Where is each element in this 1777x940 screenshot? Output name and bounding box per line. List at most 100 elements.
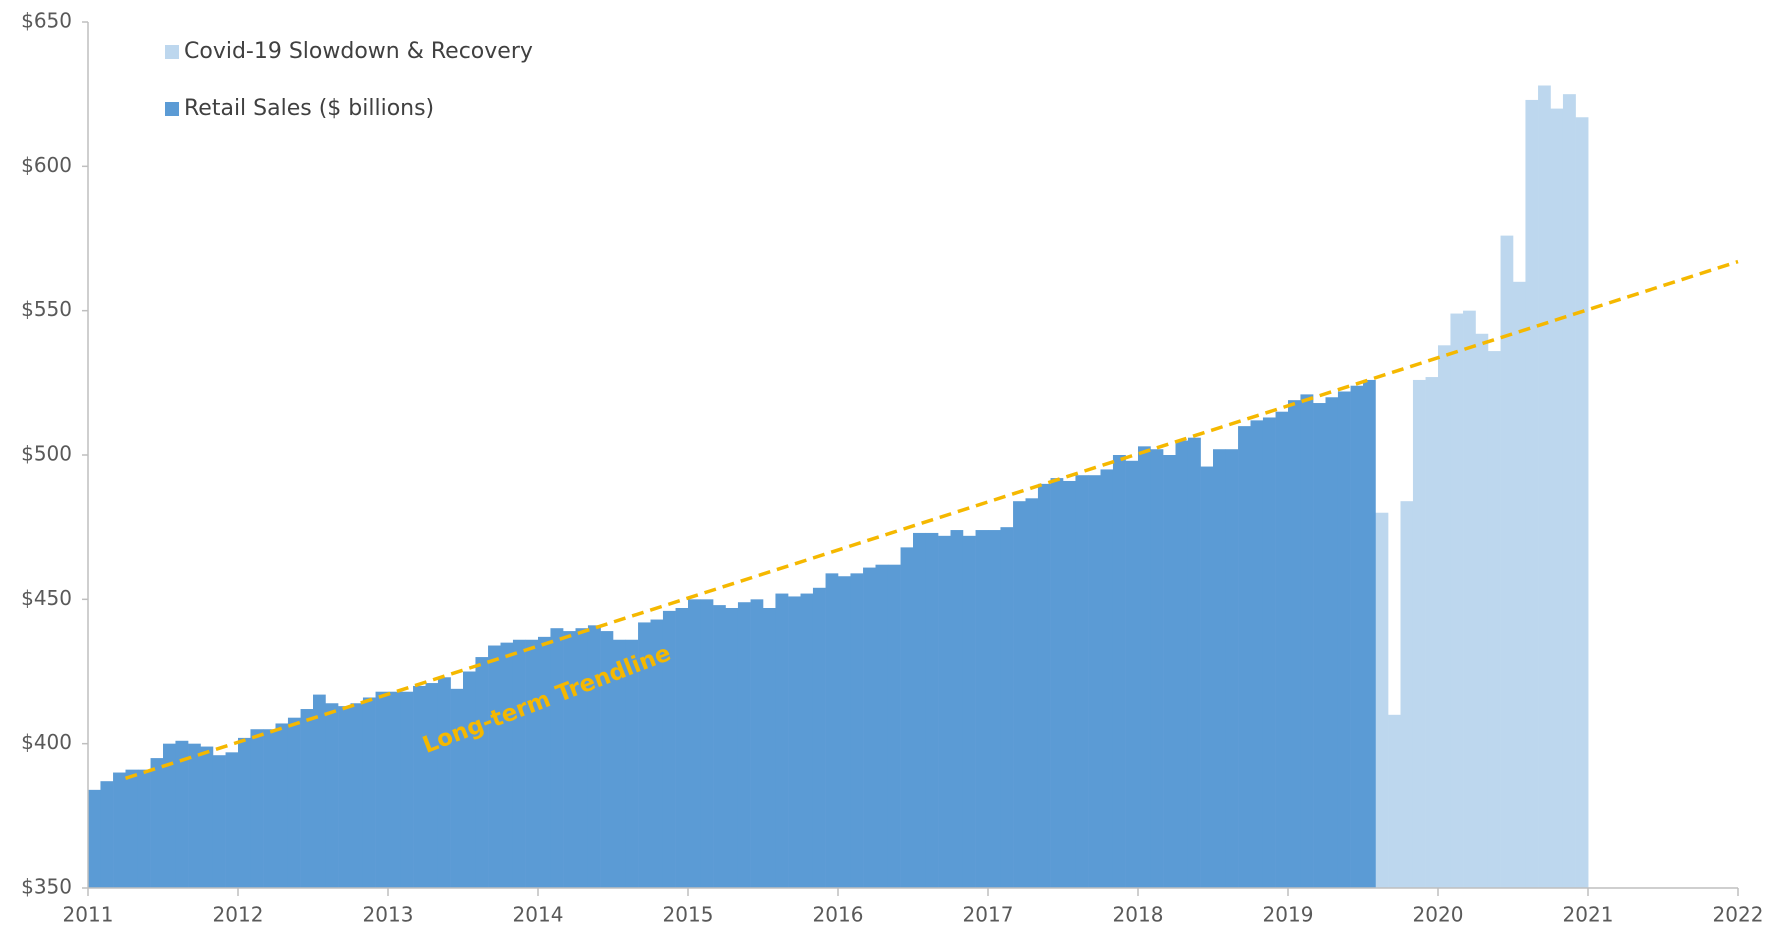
bar <box>1513 281 1526 888</box>
bar <box>750 599 764 888</box>
bar <box>1150 449 1164 888</box>
bar <box>1400 501 1414 888</box>
bar <box>188 743 201 888</box>
bar <box>1275 411 1289 888</box>
bar <box>1213 449 1226 888</box>
bar <box>200 746 214 888</box>
bar <box>113 772 126 888</box>
bar <box>638 622 651 888</box>
bar <box>137 769 151 888</box>
bar <box>675 607 689 888</box>
bar <box>550 628 564 888</box>
bar <box>812 587 826 888</box>
bar <box>988 530 1001 888</box>
legend-label: Retail Sales ($ billions) <box>184 96 434 121</box>
bar <box>1075 475 1089 888</box>
bar <box>1288 400 1301 888</box>
bar <box>875 564 889 888</box>
bar <box>1138 446 1151 888</box>
bar <box>887 564 901 888</box>
bar <box>825 573 839 888</box>
bar <box>500 642 514 888</box>
bar <box>225 752 239 888</box>
bar <box>1538 85 1551 889</box>
bar <box>938 535 951 888</box>
bar <box>1575 117 1589 888</box>
bar <box>962 535 976 888</box>
bar <box>1463 310 1476 889</box>
y-tick-label: $400 <box>21 730 72 754</box>
bar <box>788 596 801 888</box>
x-tick-label: 2015 <box>663 903 714 927</box>
bar <box>1025 498 1039 888</box>
bar <box>1450 313 1464 888</box>
bar <box>1225 449 1239 888</box>
bar <box>900 547 914 888</box>
x-tick-label: 2012 <box>213 903 264 927</box>
bar <box>1088 475 1101 888</box>
bar <box>1300 394 1314 888</box>
bar <box>1562 94 1576 888</box>
bar <box>163 743 176 888</box>
bar <box>212 755 226 888</box>
bar <box>1438 345 1451 889</box>
bar <box>1063 480 1076 888</box>
bar <box>975 530 989 888</box>
bar <box>713 605 726 888</box>
bar <box>1000 527 1014 888</box>
bar <box>1325 397 1339 888</box>
bar <box>362 697 376 888</box>
bar <box>100 781 114 888</box>
legend-label: Covid-19 Slowdown & Recovery <box>184 39 533 64</box>
bar <box>150 758 164 888</box>
bar <box>350 703 364 888</box>
bar <box>1550 108 1564 889</box>
bar <box>375 691 389 888</box>
bar <box>763 607 776 888</box>
bar <box>1250 420 1264 888</box>
bar <box>88 789 101 888</box>
x-tick-label: 2020 <box>1413 903 1464 927</box>
bar <box>263 729 276 888</box>
bar <box>775 593 789 888</box>
y-tick-label: $600 <box>21 153 72 177</box>
bar <box>1412 379 1426 888</box>
x-tick-label: 2021 <box>1563 903 1614 927</box>
bar <box>650 619 664 888</box>
bar <box>688 599 701 888</box>
bar <box>1425 377 1439 888</box>
y-tick-label: $500 <box>21 442 72 466</box>
bar <box>400 691 414 888</box>
bar <box>1037 483 1051 888</box>
bar <box>613 639 626 888</box>
bar <box>413 685 426 888</box>
y-tick-label: $450 <box>21 586 72 610</box>
x-tick-label: 2022 <box>1713 903 1764 927</box>
bar <box>1262 417 1276 888</box>
legend-swatch <box>165 45 179 59</box>
bar <box>463 671 476 888</box>
bar <box>625 639 639 888</box>
bar <box>600 631 614 888</box>
bar <box>125 769 139 888</box>
bar <box>1187 437 1201 888</box>
bar <box>475 657 489 888</box>
bar <box>563 631 576 888</box>
bar <box>1200 466 1214 888</box>
bar <box>538 636 551 888</box>
bar <box>838 576 851 888</box>
y-tick-label: $350 <box>21 875 72 899</box>
bar <box>700 599 714 888</box>
bar <box>725 607 739 888</box>
bar <box>662 610 676 888</box>
bar <box>512 639 526 888</box>
bar <box>1013 501 1026 888</box>
x-tick-label: 2013 <box>363 903 414 927</box>
bar <box>1313 403 1326 888</box>
x-tick-label: 2016 <box>813 903 864 927</box>
bar <box>1475 333 1489 888</box>
bar <box>1175 440 1189 888</box>
x-tick-label: 2017 <box>963 903 1014 927</box>
bar <box>850 573 864 888</box>
